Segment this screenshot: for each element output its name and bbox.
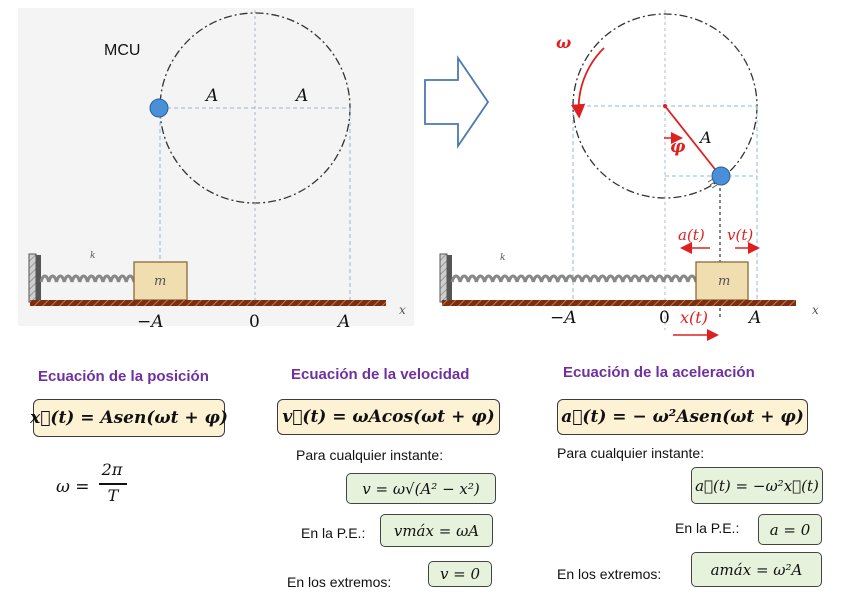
right-wall-face <box>447 255 452 301</box>
mcu-label: MCU <box>104 42 141 59</box>
right-radius-label: A <box>700 128 712 147</box>
left-tick-zero: 0 <box>249 312 260 332</box>
omega-definition-lhs: ω = <box>56 477 90 497</box>
right-circle-center <box>663 104 667 108</box>
omega-fraction-bar <box>99 483 127 485</box>
left-axis-name: x <box>399 303 406 317</box>
position-label: x(t) <box>680 308 708 327</box>
omega-fraction-denominator: T <box>107 486 119 505</box>
right-moving-ball <box>711 166 731 186</box>
left-mass-label: m <box>154 274 167 289</box>
acceleration-heading: Ecuación de la aceleración <box>563 364 755 381</box>
right-tick-a: A <box>749 308 762 328</box>
velocity-label: v(t) <box>727 226 754 244</box>
left-mass-block <box>133 261 188 301</box>
velocity-extremes-label: En los extremos: <box>287 574 392 590</box>
velocity-any-instant-box: v = ω√(A² − x²) <box>346 473 496 504</box>
right-mass-label: m <box>718 274 731 289</box>
left-radius-label-a: A <box>206 86 219 106</box>
right-panel-bg <box>428 8 824 343</box>
left-wall-face <box>36 255 41 301</box>
left-wall <box>28 253 37 303</box>
omega-fraction-numerator: 2π <box>101 460 123 479</box>
acceleration-extremes-label: En los extremos: <box>557 566 662 582</box>
right-axis-name: x <box>812 303 819 317</box>
acceleration-pe-box: a = 0 <box>758 514 822 545</box>
acceleration-extremes-box: amáx = ω²A <box>691 552 822 587</box>
right-mass-block <box>695 261 749 301</box>
position-equation-box: x⃗(t) = Asen(ωt + φ) <box>30 399 228 437</box>
right-spring <box>450 274 698 283</box>
left-moving-ball <box>149 98 169 118</box>
acceleration-any-instant-box: a⃗(t) = −ω²x⃗(t) <box>691 467 823 504</box>
velocity-equation-box: v⃗(t) = ωAcos(ωt + φ) <box>277 399 500 435</box>
left-floor <box>30 300 386 306</box>
omega-rotation-arrow <box>570 47 605 119</box>
right-floor <box>442 300 796 306</box>
left-radius-label-b: A <box>296 86 309 106</box>
accel-label: a(t) <box>678 226 705 244</box>
right-tick-minus-a: −A <box>550 308 577 328</box>
position-heading: Ecuación de la posición <box>38 368 209 385</box>
left-tick-minus-a: −A <box>137 312 164 332</box>
velocity-extremes-box: v = 0 <box>428 561 492 587</box>
right-radius-vector <box>664 105 719 174</box>
left-tick-a: A <box>338 312 351 332</box>
omega-label: ω <box>556 33 572 52</box>
phase-label: φ <box>670 137 686 157</box>
left-panel-bg <box>18 8 414 326</box>
velocity-any-instant-label: Para cualquier instante: <box>296 447 444 463</box>
right-wall <box>439 253 448 303</box>
transition-arrow <box>424 55 490 149</box>
right-tick-zero: 0 <box>659 308 670 328</box>
left-spring-label: k <box>90 251 96 261</box>
acceleration-pe-label: En la P.E.: <box>675 520 740 536</box>
right-spring-label: k <box>500 253 506 263</box>
acceleration-any-instant-label: Para cualquier instante: <box>557 445 705 461</box>
velocity-heading: Ecuación de la velocidad <box>291 366 470 383</box>
left-spring <box>39 274 136 283</box>
acceleration-equation-box: a⃗(t) = − ω²Asen(ωt + φ) <box>557 399 808 435</box>
velocity-pe-box: vmáx = ωA <box>380 514 493 547</box>
velocity-pe-label: En la P.E.: <box>301 525 366 541</box>
ball-motion-marks <box>707 178 718 189</box>
